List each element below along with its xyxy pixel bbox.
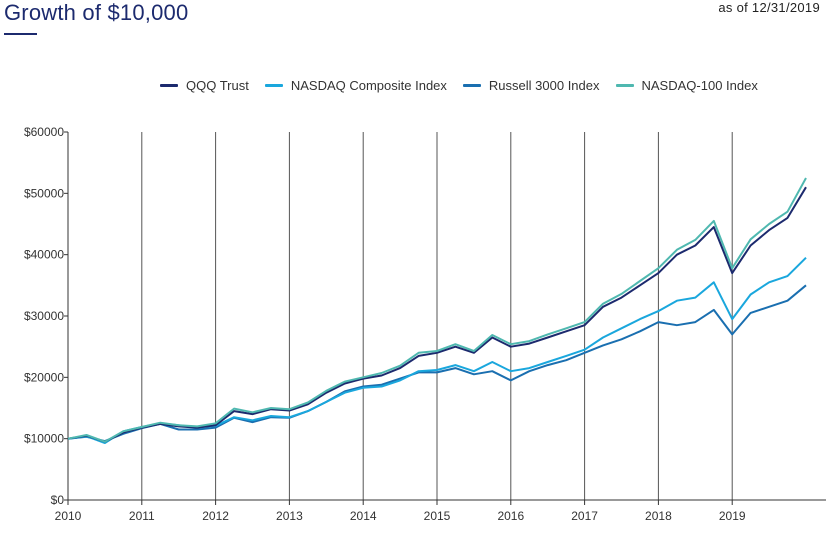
y-tick-label: $20000	[24, 370, 64, 384]
x-tick-label: 2011	[129, 509, 155, 523]
legend-swatch-nasdaq-composite	[264, 83, 283, 87]
legend-swatch-russell-3000	[462, 83, 481, 87]
line-russell-3000	[67, 284, 807, 443]
line-nasdaq-100	[67, 177, 807, 443]
y-tick-label: $0	[51, 493, 65, 507]
y-tick-label: $30000	[24, 309, 64, 323]
x-tick-label: 2013	[276, 509, 303, 523]
legend-label-nasdaq-composite: NASDAQ Composite Index	[290, 77, 447, 93]
as-of-date: as of 12/31/2019	[718, 0, 820, 15]
legend-label-qqq-trust: QQQ Trust	[186, 77, 249, 93]
line-qqq-trust	[67, 186, 807, 443]
legend-swatch-qqq-trust	[160, 83, 178, 87]
legend-item-nasdaq-100[interactable]: NASDAQ-100 Index	[615, 77, 758, 93]
x-tick-label: 2012	[202, 509, 229, 523]
y-tick-label: $50000	[24, 186, 64, 200]
legend-label-nasdaq-100: NASDAQ-100 Index	[641, 77, 758, 93]
x-tick-label: 2017	[571, 509, 598, 523]
legend-item-qqq-trust[interactable]: QQQ Trust	[160, 78, 249, 93]
legend-item-nasdaq-composite[interactable]: NASDAQ Composite Index	[264, 77, 447, 93]
legend-label-russell-3000: Russell 3000 Index	[488, 77, 600, 93]
y-tick-label: $10000	[24, 432, 64, 446]
x-tick-label: 2018	[645, 509, 672, 523]
y-tick-label: $60000	[24, 125, 64, 139]
x-tick-label: 2016	[497, 509, 524, 523]
x-tick-label: 2015	[424, 509, 451, 523]
y-tick-label: $40000	[24, 248, 64, 262]
legend-item-russell-3000[interactable]: Russell 3000 Index	[462, 77, 600, 93]
legend-swatch-nasdaq-100	[615, 83, 634, 87]
chart-legend: QQQ Trust NASDAQ Composite Index Russell…	[160, 77, 758, 93]
x-tick-label: 2014	[350, 509, 377, 523]
x-tick-label: 2010	[55, 509, 82, 523]
title-underline	[4, 33, 37, 35]
x-tick-label: 2019	[719, 509, 746, 523]
chart-title: Growth of $10,000	[4, 0, 189, 25]
